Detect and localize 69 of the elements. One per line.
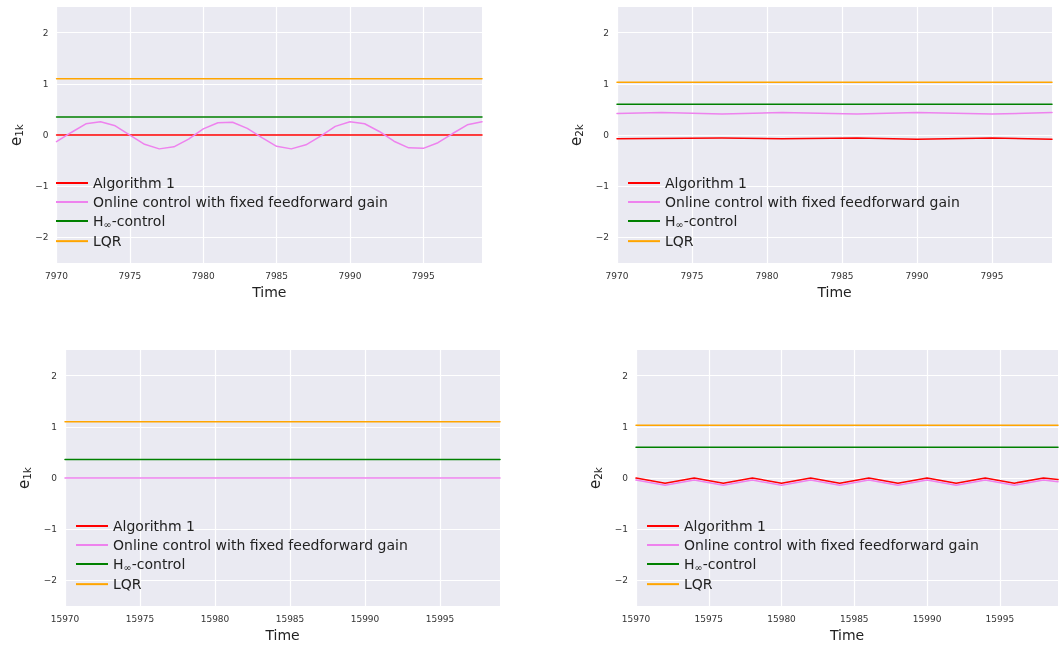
y-tick-label: −1: [595, 181, 609, 192]
y-axis-title: e1k: [14, 466, 34, 490]
y-tick-label: 1: [622, 421, 628, 432]
x-tick-label: 7995: [411, 270, 435, 281]
x-axis-title: Time: [264, 627, 300, 643]
y-tick-label: −2: [43, 575, 57, 586]
legend-label: Online control with fixed feedforward gain: [113, 537, 408, 553]
y-tick-label: 0: [622, 473, 629, 484]
line-series: [55, 120, 483, 150]
x-tick-label: 15995: [985, 613, 1015, 624]
x-tick-label: 7980: [191, 270, 215, 281]
x-tick-label: 7995: [980, 270, 1004, 281]
x-tick-label: 15980: [200, 613, 230, 624]
x-tick-label: 7990: [338, 270, 362, 281]
x-tick-label: 15985: [839, 613, 869, 624]
x-tick-label: 7975: [118, 270, 142, 281]
x-axis-title: Time: [251, 284, 287, 300]
legend-label: Algorithm 1: [684, 518, 766, 534]
y-tick-label: 2: [603, 27, 609, 38]
x-axis-title: Time: [828, 627, 865, 643]
y-tick-label: 0: [51, 473, 58, 484]
legend-label: H∞-control: [93, 213, 166, 230]
legend-label: Online control with fixed feedforward gain: [665, 194, 960, 210]
x-tick-label: 15975: [694, 613, 724, 624]
y-tick-label: −1: [35, 181, 49, 192]
y-tick-label: 2: [51, 370, 57, 381]
y-tick-label: 2: [42, 27, 49, 38]
legend-label: Online control with fixed feedforward gain: [684, 537, 979, 553]
x-tick-label: 15970: [621, 613, 651, 624]
x-tick-label: 7990: [905, 270, 929, 281]
legend-label: Online control with fixed feedforward gain: [93, 194, 388, 210]
y-axis-title: e2k: [585, 466, 605, 490]
x-tick-label: 7985: [265, 270, 289, 281]
y-tick-label: −1: [43, 524, 57, 535]
x-tick-label: 7980: [755, 270, 779, 281]
x-tick-label: 7975: [680, 270, 704, 281]
y-tick-label: −1: [614, 524, 628, 535]
x-tick-label: 15980: [767, 613, 797, 624]
y-tick-label: −2: [614, 575, 628, 586]
legend-label: H∞-control: [113, 556, 186, 573]
x-tick-label: 7985: [830, 270, 854, 281]
y-tick-label: 2: [622, 370, 628, 381]
legend-label: LQR: [684, 576, 713, 593]
legend-label: Algorithm 1: [93, 175, 175, 191]
legend-label: H∞-control: [665, 213, 738, 230]
x-tick-label: 7970: [605, 270, 629, 281]
y-tick-label: 1: [603, 78, 609, 89]
y-tick-label: −2: [35, 232, 49, 243]
legend-label: LQR: [665, 233, 694, 250]
legend-label: H∞-control: [684, 556, 757, 573]
x-tick-label: 15985: [275, 613, 305, 624]
legend-label: LQR: [113, 576, 142, 593]
y-tick-label: 1: [51, 421, 57, 432]
y-axis-title: e2k: [566, 123, 586, 147]
x-tick-label: 15990: [350, 613, 380, 624]
y-tick-label: 0: [603, 130, 610, 141]
y-axis-title: e1k: [6, 123, 25, 147]
legend-label: Algorithm 1: [665, 175, 747, 191]
x-tick-label: 7970: [45, 270, 69, 281]
legend-label: Algorithm 1: [113, 518, 195, 534]
y-tick-label: 1: [42, 78, 49, 89]
x-axis-title: Time: [816, 284, 852, 300]
x-tick-label: 15970: [50, 613, 80, 624]
x-tick-label: 15975: [125, 613, 155, 624]
y-tick-label: −2: [595, 232, 609, 243]
x-tick-label: 15995: [425, 613, 455, 624]
legend-label: LQR: [93, 233, 122, 250]
y-tick-label: 0: [42, 130, 49, 141]
x-tick-label: 15990: [912, 613, 942, 624]
